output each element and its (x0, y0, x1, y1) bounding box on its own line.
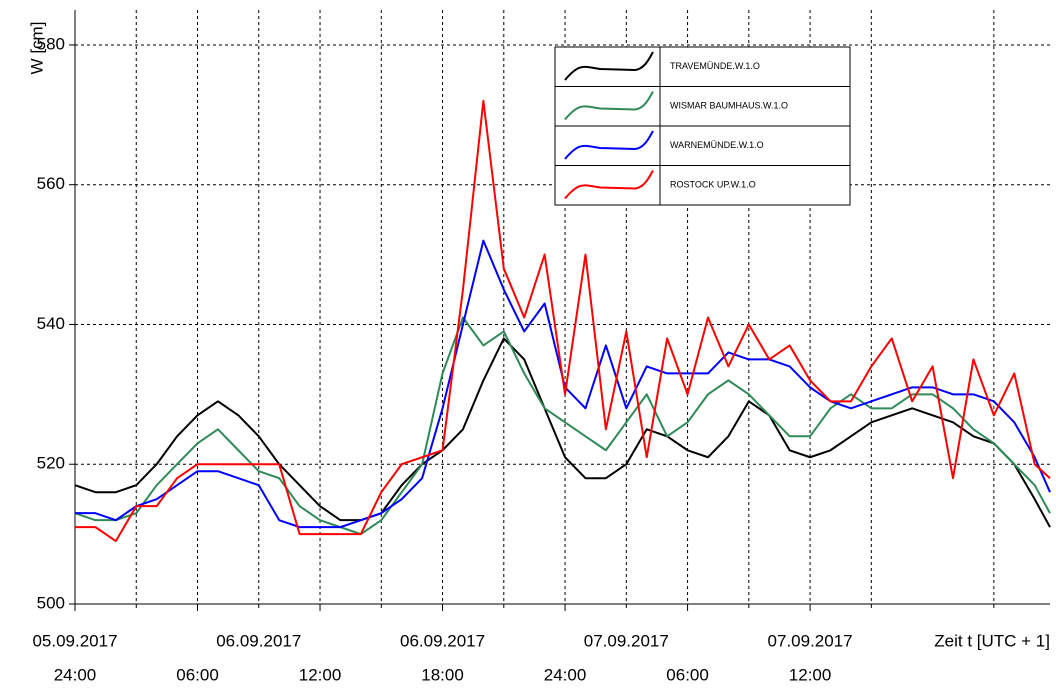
y-tick-label: 580 (37, 34, 65, 53)
x-date-label: 07.09.2017 (584, 631, 669, 650)
legend-label: TRAVEMÜNDE.W.1.O (670, 61, 760, 71)
legend-swatch (564, 51, 654, 81)
legend-swatch (564, 130, 654, 160)
series-line (74, 316, 1051, 536)
legend-swatch (564, 169, 654, 200)
y-tick-label: 540 (37, 314, 65, 333)
y-tick-label: 560 (37, 174, 65, 193)
x-tick-label: 06:00 (666, 665, 709, 684)
series-line (75, 239, 1051, 529)
y-tick-label: 520 (37, 454, 65, 473)
legend-label: WISMAR BAUMHAUS.W.1.O (670, 101, 788, 111)
x-tick-label: 12:00 (299, 665, 342, 684)
x-date-label: 07.09.2017 (768, 631, 853, 650)
x-tick-label: 24:00 (54, 665, 97, 684)
series-line (75, 99, 1051, 543)
x-date-label: 05.09.2017 (32, 631, 117, 650)
series-line (74, 337, 1051, 528)
y-axis-label: W [cm] (27, 22, 46, 75)
x-date-label: 06.09.2017 (400, 631, 485, 650)
x-tick-label: 06:00 (176, 665, 219, 684)
x-tick-label: 12:00 (789, 665, 832, 684)
x-date-label: 06.09.2017 (216, 631, 301, 650)
x-tick-label: 24:00 (544, 665, 587, 684)
legend-label: ROSTOCK UP.W.1.O (670, 180, 756, 190)
y-tick-label: 500 (37, 593, 65, 612)
x-tick-label: 18:00 (421, 665, 464, 684)
x-axis-label: Zeit t [UTC + 1] (934, 631, 1050, 650)
legend-label: WARNEMÜNDE.W.1.O (670, 140, 764, 150)
legend-swatch (564, 90, 654, 121)
